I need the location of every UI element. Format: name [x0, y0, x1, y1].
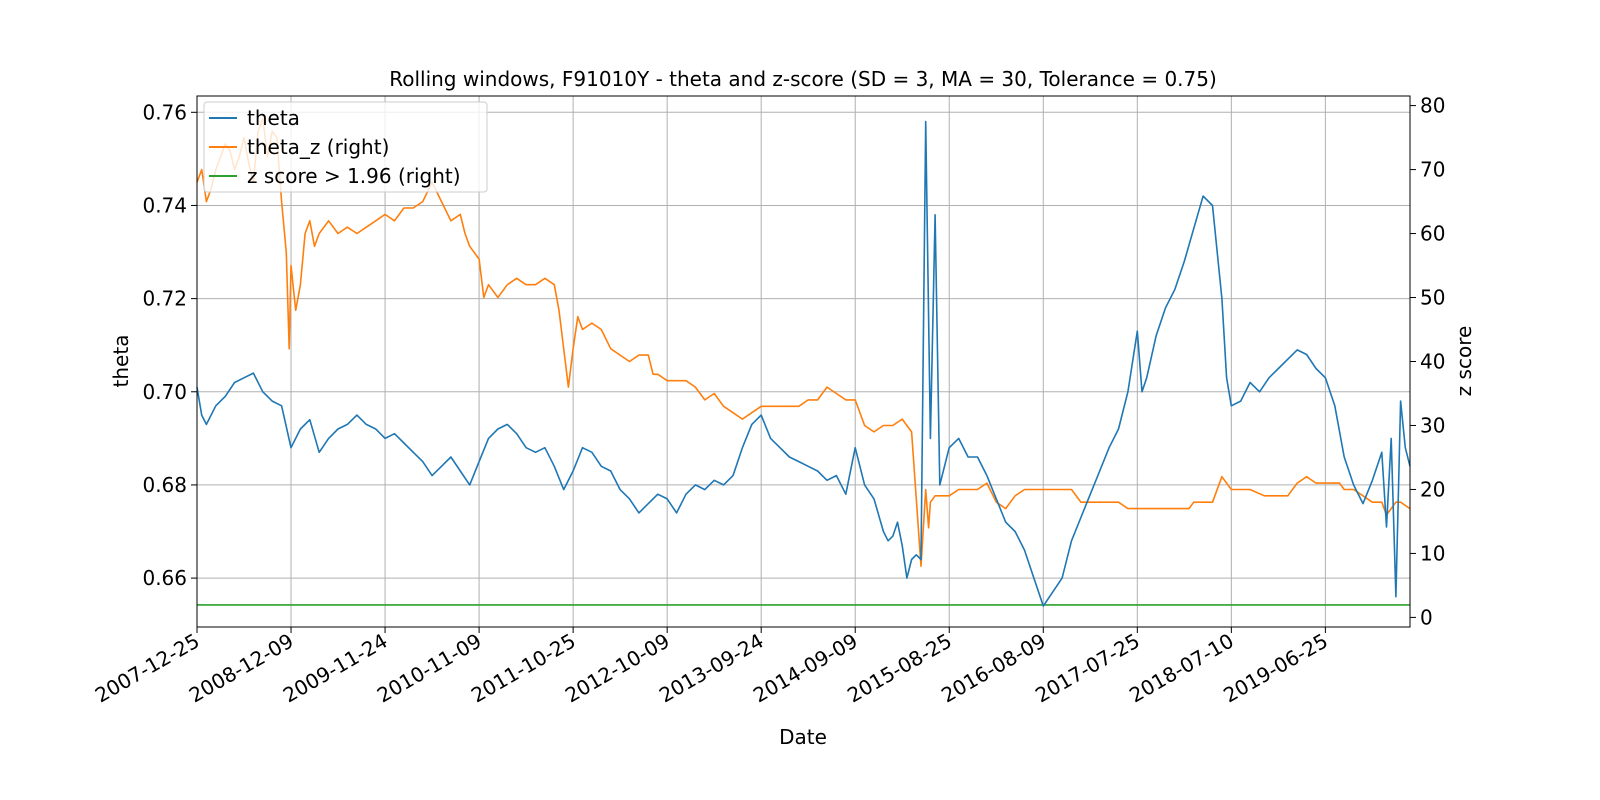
x-axis-label: Date [779, 725, 827, 749]
legend-label: theta [247, 106, 300, 130]
y-right-tick-label: 70 [1420, 158, 1445, 182]
series-line-theta-z-right- [196, 117, 1411, 568]
chart-title: Rolling windows, F91010Y - theta and z-s… [389, 67, 1217, 91]
y-left-tick-label: 0.68 [142, 473, 187, 497]
y-right-tick-label: 40 [1420, 350, 1445, 374]
x-axis: 2007-12-252008-12-092009-11-242010-11-09… [91, 627, 1332, 707]
x-tick-label: 2010-11-09 [373, 629, 486, 708]
x-tick-label: 2011-10-25 [467, 629, 580, 708]
y-right-tick-label: 60 [1420, 222, 1445, 246]
y-right-tick-label: 0 [1420, 605, 1433, 629]
x-tick-label: 2008-12-09 [185, 629, 298, 708]
y-right-tick-label: 30 [1420, 413, 1445, 437]
y-right-tick-label: 80 [1420, 94, 1445, 118]
x-tick-label: 2007-12-25 [91, 629, 204, 708]
series-layer [196, 117, 1411, 607]
x-tick-label: 2018-07-10 [1125, 629, 1238, 708]
legend-label: z score > 1.96 (right) [247, 164, 461, 188]
series-line-theta [196, 120, 1411, 607]
y-axis-left-label: theta [109, 335, 133, 388]
y-right-tick-label: 50 [1420, 286, 1445, 310]
y-axis-right-label: z score [1452, 326, 1476, 397]
legend: theta theta_z (right) z score > 1.96 (righ… [203, 101, 488, 193]
x-tick-label: 2016-08-09 [937, 629, 1050, 708]
legend-box [203, 101, 488, 193]
x-tick-label: 2014-09-09 [749, 629, 862, 708]
x-tick-label: 2009-11-24 [279, 629, 392, 708]
x-tick-label: 2013-09-24 [655, 629, 768, 708]
y-left-tick-label: 0.72 [142, 287, 187, 311]
x-tick-label: 2012-10-09 [561, 629, 674, 708]
y-axis-left: 0.66 0.68 0.70 0.72 0.74 0.76 [142, 100, 197, 590]
y-axis-right: 0 10 20 30 40 50 60 70 80 [1410, 94, 1445, 629]
x-tick-label: 2017-07-25 [1031, 629, 1144, 708]
y-left-tick-label: 0.74 [142, 193, 187, 217]
y-left-tick-label: 0.66 [142, 566, 187, 590]
y-right-tick-label: 20 [1420, 477, 1445, 501]
x-tick-label: 2015-08-25 [843, 629, 956, 708]
y-left-tick-label: 0.70 [142, 380, 187, 404]
x-tick-label: 2019-06-25 [1219, 629, 1332, 708]
y-right-tick-label: 10 [1420, 541, 1445, 565]
legend-label: theta_z (right) [247, 135, 389, 159]
y-left-tick-label: 0.76 [142, 100, 187, 124]
